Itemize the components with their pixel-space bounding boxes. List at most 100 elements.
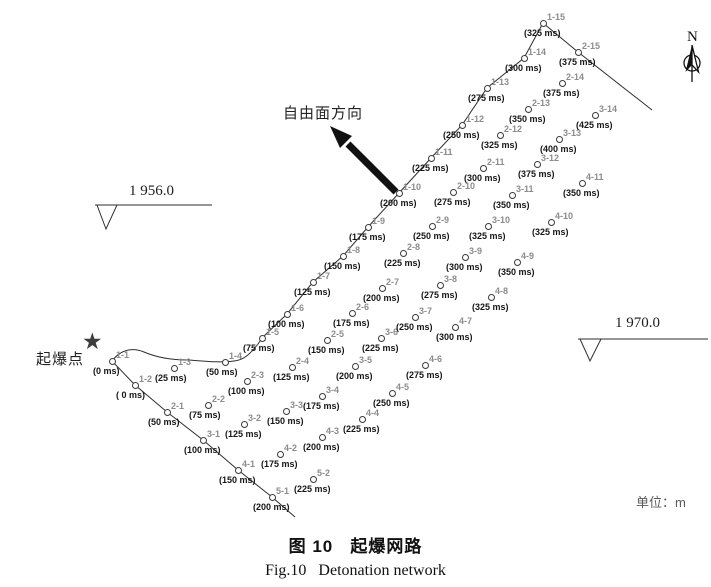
blast-hole-marker: [547, 218, 555, 226]
hole-id-label: 4-8: [495, 286, 509, 296]
hole-delay-label: (250 ms): [396, 322, 433, 332]
hole-id-label: 2-14: [566, 72, 585, 82]
blast-hole-marker: [364, 223, 372, 231]
hole-delay-label: (150 ms): [267, 416, 304, 426]
elevation-right-label: 1 970.0: [615, 315, 660, 331]
hole-id-label: 2-1: [171, 401, 185, 411]
elevation-marker-right: [578, 338, 708, 363]
blast-hole-marker: [243, 377, 251, 385]
hole-id-label: 4-9: [521, 251, 535, 261]
hole-delay-label: (150 ms): [219, 475, 256, 485]
hole-delay-label: (150 ms): [308, 345, 345, 355]
hole-id-label: 1-10: [403, 182, 422, 192]
hole-id-label: 4-6: [429, 354, 443, 364]
blast-hole-marker: [513, 258, 521, 266]
hole-id-label: 5-1: [276, 486, 290, 496]
hole-id-label: 2-12: [504, 124, 523, 134]
blast-hole-marker: [288, 363, 296, 371]
blast-hole-marker: [309, 278, 317, 286]
hole-id-label: 4-5: [396, 382, 410, 392]
hole-delay-label: (375 ms): [559, 57, 596, 67]
hole-id-label: 1-3: [178, 357, 192, 367]
blast-hole-marker: [318, 392, 326, 400]
hole-id-label: 3-4: [326, 385, 340, 395]
hole-id-label: 1-12: [466, 114, 485, 124]
hole-delay-label: (100 ms): [268, 319, 305, 329]
hole-id-label: 4-1: [242, 459, 256, 469]
elevation-left-label: 1 956.0: [129, 183, 174, 199]
hole-delay-label: (100 ms): [184, 445, 221, 455]
hole-delay-label: (250 ms): [443, 130, 480, 140]
blast-hole-marker: [258, 334, 266, 342]
blast-hole-marker: [234, 466, 242, 474]
hole-id-label: 3-5: [359, 355, 373, 365]
hole-id-label: 3-7: [419, 306, 433, 316]
hole-id-label: 1-14: [528, 47, 547, 57]
blast-hole-marker: [479, 164, 487, 172]
blast-hole-marker: [524, 105, 532, 113]
hole-id-label: 1-11: [435, 147, 453, 157]
hole-id-label: 4-3: [326, 426, 340, 436]
hole-id-label: 2-11: [487, 157, 505, 167]
hole-id-label: 1-13: [491, 77, 510, 87]
hole-id-label: 3-1: [207, 429, 221, 439]
blast-hole-marker: [395, 189, 403, 197]
hole-delay-label: (175 ms): [261, 459, 298, 469]
hole-id-label: 3-6: [385, 327, 399, 337]
hole-delay-label: (350 ms): [563, 188, 600, 198]
blast-hole-marker: [591, 111, 599, 119]
hole-delay-label: (400 ms): [540, 144, 577, 154]
blast-hole-marker: [458, 121, 466, 129]
hole-id-label: 2-13: [532, 98, 551, 108]
hole-delay-label: (300 ms): [464, 173, 501, 183]
hole-delay-label: (325 ms): [524, 28, 561, 38]
hole-delay-label: (175 ms): [333, 318, 370, 328]
hole-delay-label: (25 ms): [155, 373, 187, 383]
blast-hole-marker: [436, 281, 444, 289]
hole-delay-label: (200 ms): [336, 371, 373, 381]
hole-delay-label: (325 ms): [469, 231, 506, 241]
hole-delay-label: (300 ms): [505, 63, 542, 73]
blast-hole-marker: [578, 179, 586, 187]
blast-hole-marker: [199, 436, 207, 444]
blast-hole-marker: [339, 252, 347, 260]
blast-hole-marker: [358, 415, 366, 423]
blast-hole-marker: [451, 323, 459, 331]
hole-delay-label: (225 ms): [294, 484, 331, 494]
hole-id-label: 3-11: [516, 184, 534, 194]
north-label: N: [687, 29, 698, 45]
hole-delay-label: (325 ms): [532, 227, 569, 237]
hole-delay-label: (275 ms): [406, 370, 443, 380]
blast-hole-marker: [170, 364, 178, 372]
hole-delay-label: (275 ms): [468, 93, 505, 103]
blast-hole-marker: [309, 475, 317, 483]
blast-hole-marker: [282, 407, 290, 415]
blast-hole-marker: [348, 309, 356, 317]
blast-hole-marker: [449, 188, 457, 196]
hole-delay-label: (300 ms): [446, 262, 483, 272]
elevation-marker-left: [95, 204, 212, 231]
hole-delay-label: (200 ms): [380, 198, 417, 208]
blast-hole-marker: [276, 450, 284, 458]
blast-hole-marker: [427, 154, 435, 162]
blast-hole-marker: [131, 381, 139, 389]
hole-id-label: 2-8: [407, 242, 421, 252]
blast-hole-marker: [323, 336, 331, 344]
hole-delay-label: (100 ms): [228, 386, 265, 396]
north-compass-icon: [683, 44, 701, 82]
hole-delay-label: (425 ms): [576, 120, 613, 130]
blast-hole-marker: [483, 84, 491, 92]
blast-hole-marker: [378, 284, 386, 292]
caption-cn: 图 10 起爆网路: [288, 537, 423, 556]
hole-delay-label: (75 ms): [243, 343, 275, 353]
blast-hole-marker: [539, 19, 547, 27]
unit-label: 单位：m: [636, 495, 686, 510]
hole-delay-label: ( 0 ms): [116, 390, 146, 400]
hole-id-label: 1-4: [229, 351, 243, 361]
hole-delay-label: (250 ms): [413, 231, 450, 241]
hole-id-label: 3-3: [290, 400, 304, 410]
blast-hole-marker: [268, 493, 276, 501]
hole-delay-label: (275 ms): [434, 197, 471, 207]
